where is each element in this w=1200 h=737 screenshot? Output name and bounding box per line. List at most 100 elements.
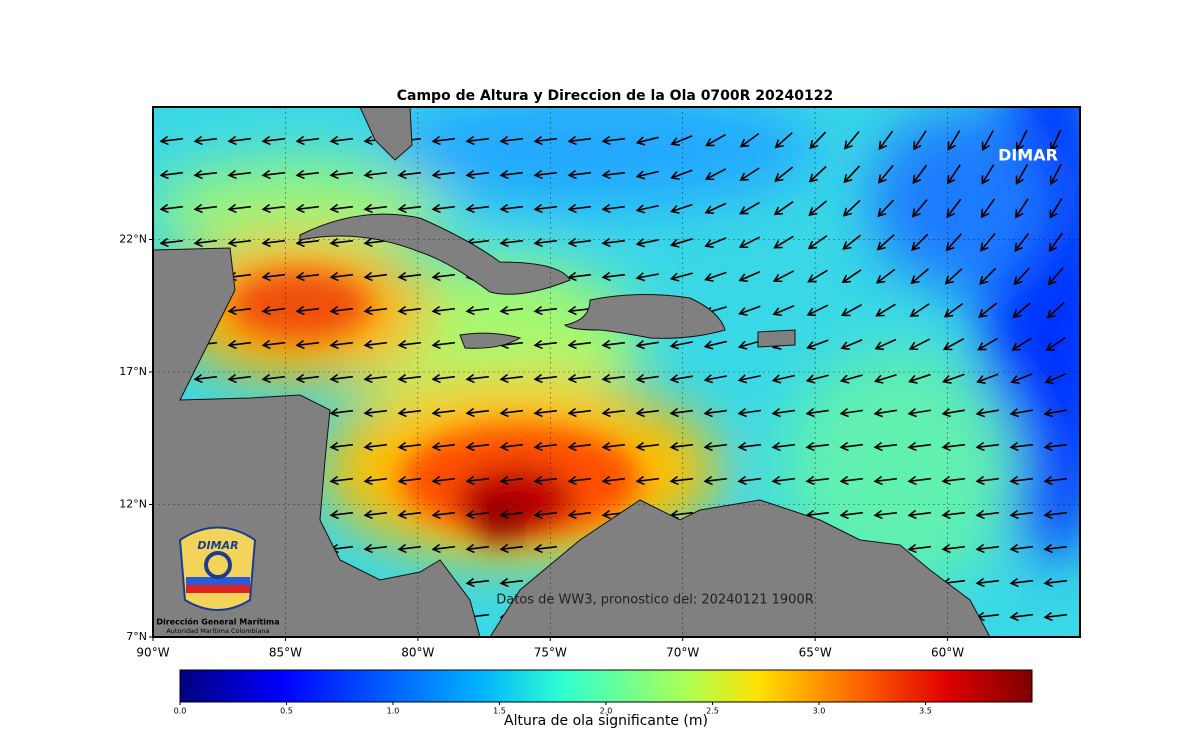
arrow xyxy=(1011,337,1032,351)
arrow xyxy=(227,339,252,350)
arrow xyxy=(397,305,422,316)
arrow xyxy=(873,509,898,520)
arrow xyxy=(329,271,354,282)
arrow xyxy=(878,130,894,151)
arrow xyxy=(774,166,794,182)
arrow xyxy=(1013,267,1031,286)
arrow xyxy=(363,373,388,384)
arrow xyxy=(842,199,861,217)
y-tick-label: 12°N xyxy=(119,498,147,511)
arrow xyxy=(533,305,558,316)
arrow xyxy=(910,268,929,285)
arrow xyxy=(261,373,286,384)
arrow xyxy=(704,168,727,181)
arrow xyxy=(808,165,827,183)
arrow xyxy=(737,374,761,384)
arrow xyxy=(975,543,1000,554)
arrow xyxy=(907,543,932,554)
colorbar-tick-label: 2.5 xyxy=(706,707,719,716)
arrow xyxy=(840,304,863,317)
arrow xyxy=(703,441,728,452)
arrow xyxy=(669,272,693,282)
arrow xyxy=(499,373,524,384)
arrow xyxy=(159,203,184,214)
y-tick-label: 22°N xyxy=(119,233,147,246)
arrow xyxy=(159,135,184,146)
arrow xyxy=(329,169,354,180)
arrow xyxy=(873,374,897,384)
arrow xyxy=(979,267,997,285)
arrow xyxy=(261,271,286,282)
arrow xyxy=(805,374,829,384)
arrow xyxy=(1047,267,1064,286)
arrow xyxy=(877,165,894,184)
arrow xyxy=(771,374,795,384)
arrow xyxy=(1043,577,1068,588)
arrow xyxy=(911,233,929,251)
arrow xyxy=(397,339,422,350)
arrow xyxy=(704,202,727,215)
arrow xyxy=(635,136,659,146)
logo-org: Dirección General Marítima xyxy=(156,617,279,627)
arrow xyxy=(431,135,456,146)
arrow xyxy=(703,374,727,384)
arrow xyxy=(669,340,693,350)
map-title: Campo de Altura y Direccion de la Ola 07… xyxy=(397,88,834,104)
x-tick-label: 80°W xyxy=(401,646,434,660)
arrow xyxy=(979,233,996,252)
arrow xyxy=(669,238,693,248)
arrow xyxy=(841,269,862,284)
arrow xyxy=(159,169,184,180)
arrow xyxy=(533,339,558,350)
watermark: DIMAR xyxy=(998,146,1058,165)
colorbar-tick-label: 3.5 xyxy=(919,707,932,716)
arrow xyxy=(397,407,422,418)
arrow xyxy=(533,441,558,452)
logo: DIMAR Dirección General Marítima Autorid… xyxy=(156,526,280,635)
arrow xyxy=(329,475,354,486)
arrow xyxy=(465,441,490,452)
arrow xyxy=(431,203,456,214)
arrow xyxy=(295,169,320,180)
arrow xyxy=(465,475,490,486)
y-tick-label: 17°N xyxy=(119,365,147,378)
arrow xyxy=(499,441,524,452)
arrow xyxy=(601,135,626,146)
arrow xyxy=(1009,611,1034,622)
arrow xyxy=(873,475,898,486)
arrow xyxy=(705,133,726,147)
arrow xyxy=(431,407,456,418)
arrow xyxy=(809,131,827,150)
arrow xyxy=(397,169,422,180)
arrow xyxy=(363,509,388,520)
arrow xyxy=(363,407,388,418)
arrow xyxy=(533,373,558,384)
arrow xyxy=(363,203,388,214)
arrow xyxy=(567,305,592,316)
arrow xyxy=(261,237,286,248)
arrow xyxy=(533,203,558,214)
arrow xyxy=(1010,373,1033,384)
arrow xyxy=(739,167,760,181)
arrow xyxy=(1043,441,1068,452)
arrow xyxy=(533,169,558,180)
arrow xyxy=(533,509,558,520)
arrow xyxy=(975,441,1000,452)
arrow xyxy=(295,271,320,282)
arrow xyxy=(193,373,218,384)
arrow xyxy=(703,407,728,418)
arrow xyxy=(363,339,388,350)
arrow xyxy=(1015,198,1029,219)
arrow xyxy=(873,441,898,452)
arrow xyxy=(805,475,830,486)
colorbar-label: Altura de ola significante (m) xyxy=(504,713,708,729)
arrow xyxy=(1043,611,1068,622)
arrow xyxy=(941,543,966,554)
arrow xyxy=(946,198,962,218)
arrow xyxy=(773,235,794,249)
arrow xyxy=(737,475,762,486)
arrow xyxy=(567,407,592,418)
arrow xyxy=(261,135,286,146)
arrow xyxy=(635,441,660,452)
arrow xyxy=(329,237,354,248)
